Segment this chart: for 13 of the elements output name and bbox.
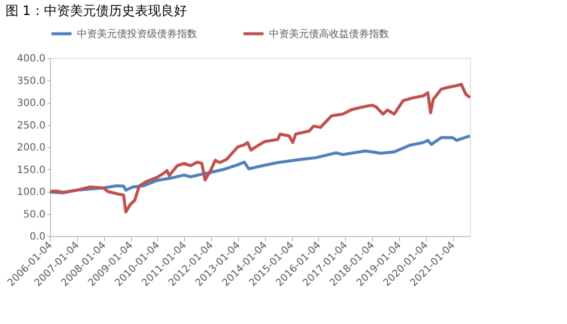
legend-label: 中资美元债投资级债券指数 bbox=[77, 28, 197, 40]
y-tick-label: 0.0 bbox=[30, 232, 46, 242]
y-tick-label: 50.0 bbox=[23, 209, 46, 220]
y-tick-label: 300.0 bbox=[16, 98, 46, 109]
y-tick-label: 150.0 bbox=[16, 164, 46, 176]
y-tick-label: 250.0 bbox=[16, 120, 46, 132]
line-series bbox=[48, 82, 472, 214]
y-tick-label: 350.0 bbox=[16, 76, 46, 87]
y-tick-label: 400.0 bbox=[16, 54, 46, 64]
y-tick-label: 200.0 bbox=[16, 142, 46, 154]
chart-title: 图 1：中资美元债历史表现良好 bbox=[5, 3, 187, 19]
y-tick-label: 100.0 bbox=[16, 187, 46, 198]
legend-label: 中资美元债高收益债券指数 bbox=[269, 28, 389, 40]
